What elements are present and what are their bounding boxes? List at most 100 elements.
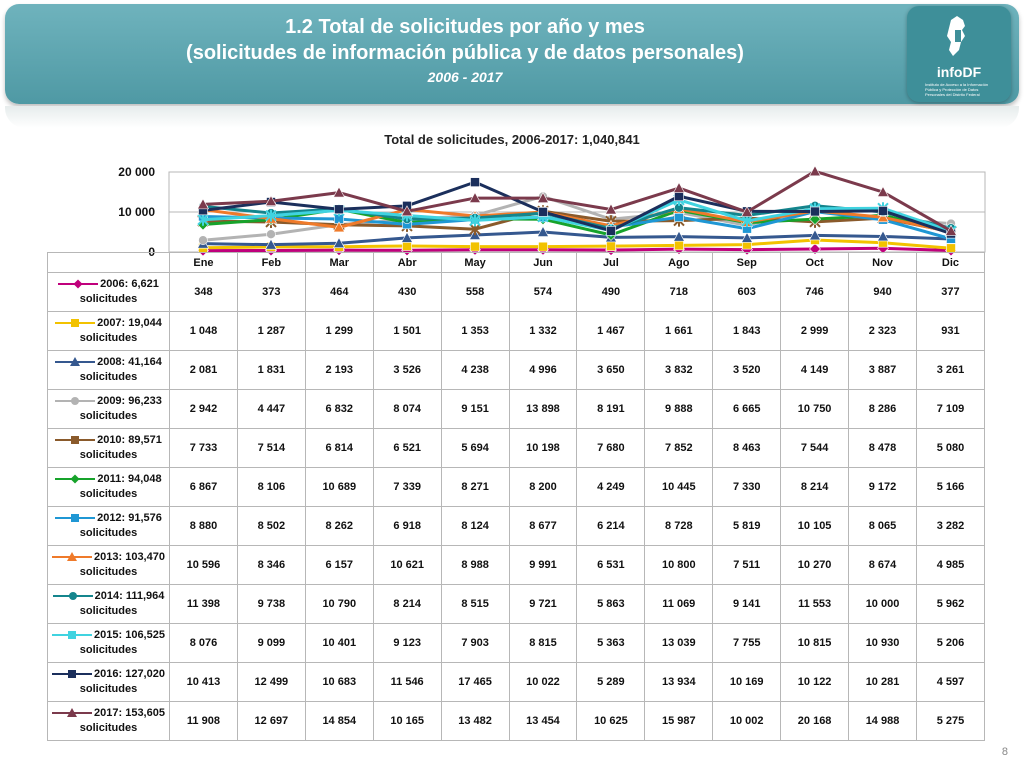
- data-label: 6 832: [304, 389, 374, 429]
- category-label: Ago: [644, 252, 714, 273]
- category-label: Ene: [169, 252, 238, 273]
- legend-label: 2007: 19,044: [97, 317, 162, 329]
- legend-sublabel: solicitudes: [79, 566, 138, 578]
- data-point: [334, 204, 344, 215]
- data-label: 8 191: [576, 389, 646, 429]
- data-label: 4 238: [440, 350, 510, 390]
- data-point: [264, 238, 278, 250]
- data-label: 10 596: [169, 545, 238, 585]
- data-label: 2 999: [780, 311, 850, 351]
- legend-label: 2012: 91,576: [97, 512, 162, 524]
- data-label: 10 930: [848, 623, 917, 663]
- table-row: 2016: 127,020 solicitudes 10 413 12 499 10 6…: [47, 662, 986, 702]
- data-label: 4 149: [780, 350, 850, 390]
- data-point: [604, 203, 618, 215]
- table-row: 2015: 106,525 solicitudes 8 076 9 099 10 401…: [47, 623, 986, 663]
- data-label: 7 511: [712, 545, 782, 585]
- category-label: Nov: [848, 252, 917, 273]
- data-label: 20 168: [780, 701, 850, 741]
- legend-label: 2008: 41,164: [97, 356, 162, 368]
- data-label: 558: [440, 272, 510, 312]
- data-label: 10 165: [372, 701, 442, 741]
- data-label: 9 123: [372, 623, 442, 663]
- data-point: [196, 198, 210, 210]
- legend-key-icon: [52, 670, 93, 679]
- data-label: 3 526: [372, 350, 442, 390]
- legend-key-icon: [58, 279, 99, 289]
- legend-sublabel: solicitudes: [79, 722, 138, 734]
- data-label: 12 697: [236, 701, 306, 741]
- data-label: 8 674: [848, 545, 917, 585]
- data-point: [538, 207, 548, 217]
- data-label: 1 332: [508, 311, 578, 351]
- data-point: [674, 212, 684, 222]
- data-label: 8 074: [372, 389, 442, 429]
- data-label: 8 463: [712, 428, 782, 468]
- data-label: 9 141: [712, 584, 782, 624]
- infodf-logo: infoDF Instituto de Acceso a la Informac…: [907, 6, 1011, 102]
- data-label: 6 867: [169, 467, 238, 507]
- data-label: 10 270: [780, 545, 850, 585]
- legend-sublabel: solicitudes: [79, 488, 138, 500]
- data-label: 2 323: [848, 311, 917, 351]
- legend-key-icon: [55, 436, 96, 445]
- data-label: 3 282: [915, 506, 986, 546]
- data-label: 1 299: [304, 311, 374, 351]
- table-row: 2009: 96,233 solicitudes 2 942 4 447 6 832 8 …: [47, 389, 986, 429]
- legend-key-icon: [52, 552, 93, 562]
- data-label: 10 750: [780, 389, 850, 429]
- data-label: 6 531: [576, 545, 646, 585]
- legend-sublabel: solicitudes: [79, 527, 138, 539]
- data-label: 11 553: [780, 584, 850, 624]
- data-label: 5 863: [576, 584, 646, 624]
- data-label: 10 625: [576, 701, 646, 741]
- data-label: 5 080: [915, 428, 986, 468]
- data-label: 1 353: [440, 311, 510, 351]
- data-point: [606, 241, 616, 251]
- data-label: 9 172: [848, 467, 917, 507]
- data-point: [741, 214, 753, 227]
- page-number: 8: [1001, 746, 1008, 758]
- legend-sublabel: solicitudes: [79, 683, 138, 695]
- data-label: 8 076: [169, 623, 238, 663]
- data-label: 10 790: [304, 584, 374, 624]
- data-label: 5 962: [915, 584, 986, 624]
- data-label: 13 482: [440, 701, 510, 741]
- data-label: 13 898: [508, 389, 578, 429]
- series-line: [202, 209, 952, 234]
- data-point: [876, 230, 890, 242]
- data-point: [810, 206, 820, 217]
- data-label: 8 124: [440, 506, 510, 546]
- data-label: 10 105: [780, 506, 850, 546]
- data-label: 464: [304, 272, 374, 312]
- data-label: 7 330: [712, 467, 782, 507]
- data-label: 10 281: [848, 662, 917, 702]
- legend-entry: 2008: 41,164 solicitudes: [47, 350, 170, 390]
- data-label: 1 501: [372, 311, 442, 351]
- chart-title: Total de solicitudes, 2006-2017: 1,040,8…: [384, 132, 640, 147]
- data-label: 2 942: [169, 389, 238, 429]
- data-label: 5 289: [576, 662, 646, 702]
- legend-entry: 2014: 111,964 solicitudes: [47, 584, 170, 624]
- data-label: 8 286: [848, 389, 917, 429]
- legend-sublabel: solicitudes: [79, 332, 138, 344]
- series-line: [202, 180, 952, 236]
- data-label: 11 069: [644, 584, 714, 624]
- data-label: 6 521: [372, 428, 442, 468]
- data-label: 10 683: [304, 662, 374, 702]
- legend-entry: 2010: 89,571 solicitudes: [47, 428, 170, 468]
- data-point: [808, 229, 822, 241]
- data-point: [198, 235, 208, 246]
- data-point: [402, 241, 412, 251]
- corner-cell: [47, 252, 170, 273]
- data-point: [468, 191, 482, 203]
- data-table: Ene Feb Mar Abr May Jun Jul Ago Sep Oct Nov Dic 200…: [47, 252, 986, 741]
- legend-label: 2009: 96,233: [97, 395, 162, 407]
- legend-entry: 2017: 153,605 solicitudes: [47, 701, 170, 741]
- data-label: 8 728: [644, 506, 714, 546]
- y-tick-label: 10 000: [118, 205, 155, 219]
- data-label: 7 903: [440, 623, 510, 663]
- logo-emblem-icon: [947, 16, 965, 56]
- legend-key-icon: [55, 514, 96, 523]
